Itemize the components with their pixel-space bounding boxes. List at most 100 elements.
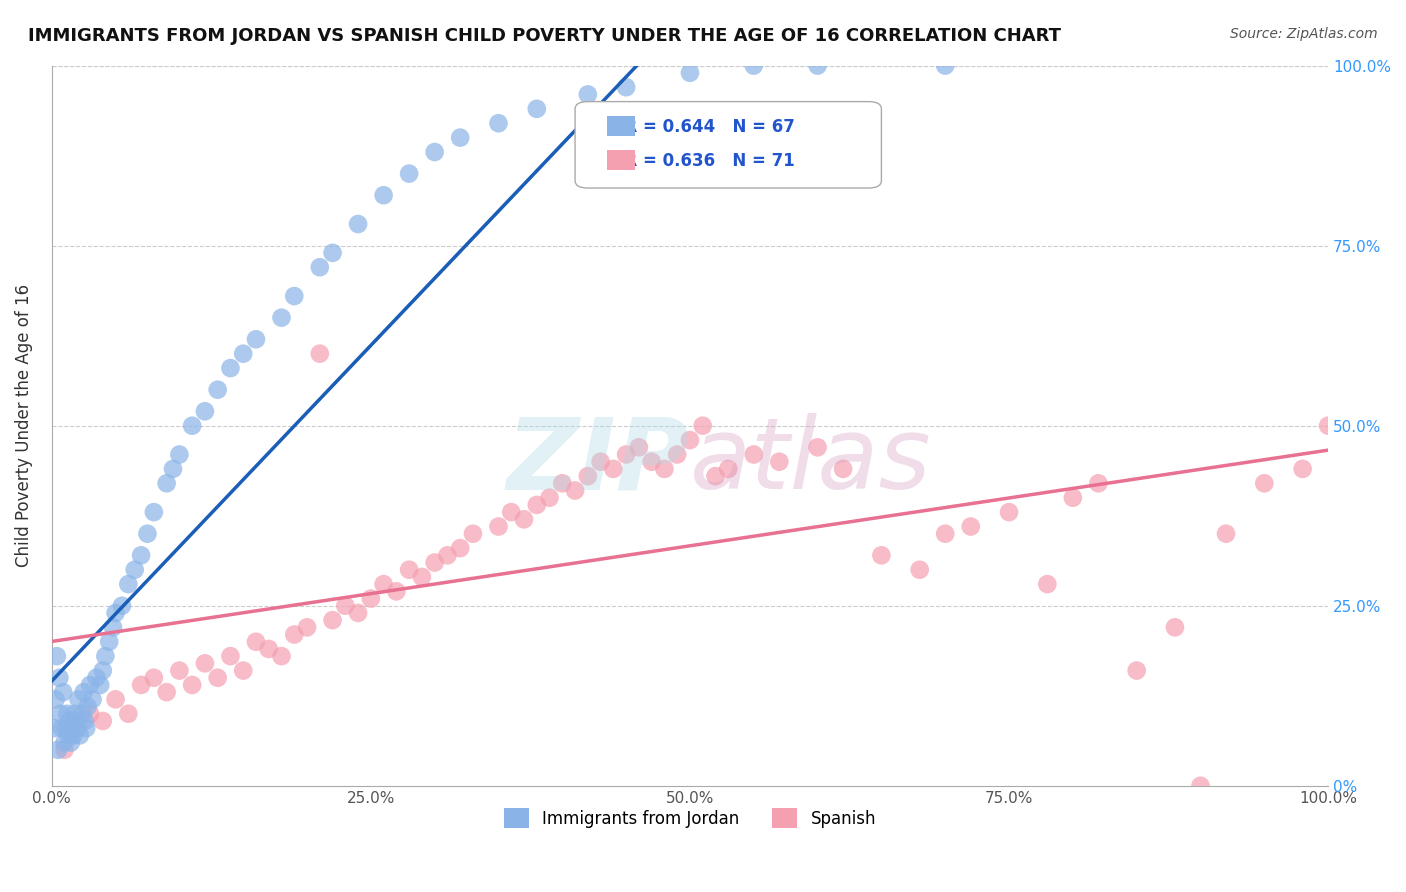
- Point: [576, 469, 599, 483]
- Point: [998, 505, 1021, 519]
- Point: [308, 260, 330, 275]
- Point: [461, 526, 484, 541]
- Point: [59, 714, 82, 728]
- Point: [270, 649, 292, 664]
- Point: [52, 685, 75, 699]
- Point: [373, 188, 395, 202]
- Point: [207, 383, 229, 397]
- Point: [169, 664, 191, 678]
- Point: [49, 706, 72, 721]
- Point: [1317, 418, 1340, 433]
- Point: [53, 743, 76, 757]
- Point: [232, 346, 254, 360]
- Point: [98, 634, 121, 648]
- Point: [91, 714, 114, 728]
- Point: [65, 714, 87, 728]
- Point: [1253, 476, 1275, 491]
- Point: [55, 721, 77, 735]
- Point: [104, 692, 127, 706]
- FancyBboxPatch shape: [607, 150, 636, 170]
- Point: [86, 671, 108, 685]
- Point: [398, 563, 420, 577]
- Point: [1164, 620, 1187, 634]
- Point: [423, 556, 446, 570]
- Point: [44, 721, 66, 735]
- Point: [76, 699, 98, 714]
- Point: [1036, 577, 1059, 591]
- Point: [513, 512, 536, 526]
- Point: [117, 577, 139, 591]
- Point: [679, 433, 702, 447]
- Point: [245, 332, 267, 346]
- Point: [67, 692, 90, 706]
- Point: [806, 440, 828, 454]
- Point: [62, 728, 84, 742]
- FancyBboxPatch shape: [607, 116, 636, 136]
- Y-axis label: Child Poverty Under the Age of 16: Child Poverty Under the Age of 16: [15, 285, 32, 567]
- Point: [449, 541, 471, 555]
- Point: [91, 664, 114, 678]
- Point: [142, 671, 165, 685]
- Point: [181, 418, 204, 433]
- Point: [53, 735, 76, 749]
- Point: [576, 87, 599, 102]
- Point: [654, 462, 676, 476]
- Text: Source: ZipAtlas.com: Source: ZipAtlas.com: [1230, 27, 1378, 41]
- Point: [934, 526, 956, 541]
- Point: [94, 649, 117, 664]
- Point: [69, 728, 91, 742]
- Point: [666, 448, 689, 462]
- Point: [232, 664, 254, 678]
- Point: [59, 735, 82, 749]
- Point: [124, 563, 146, 577]
- Point: [704, 469, 727, 483]
- Point: [51, 721, 73, 735]
- Point: [66, 721, 89, 735]
- Point: [194, 404, 217, 418]
- Point: [614, 448, 637, 462]
- Point: [398, 167, 420, 181]
- Point: [526, 498, 548, 512]
- Point: [347, 217, 370, 231]
- Point: [89, 678, 111, 692]
- Point: [156, 685, 179, 699]
- Point: [245, 634, 267, 648]
- Point: [1125, 664, 1147, 678]
- Point: [934, 59, 956, 73]
- Point: [870, 549, 893, 563]
- Point: [488, 519, 510, 533]
- Point: [73, 685, 96, 699]
- Point: [411, 570, 433, 584]
- Point: [501, 505, 523, 519]
- Point: [104, 606, 127, 620]
- Point: [295, 620, 318, 634]
- Text: atlas: atlas: [690, 413, 932, 510]
- Point: [322, 245, 344, 260]
- Point: [117, 706, 139, 721]
- Point: [564, 483, 586, 498]
- Point: [717, 462, 740, 476]
- Point: [142, 505, 165, 519]
- Point: [72, 706, 94, 721]
- Point: [551, 476, 574, 491]
- Point: [194, 657, 217, 671]
- Point: [169, 448, 191, 462]
- Point: [219, 649, 242, 664]
- Point: [46, 743, 69, 757]
- Point: [959, 519, 981, 533]
- Point: [832, 462, 855, 476]
- Point: [60, 721, 83, 735]
- Point: [322, 613, 344, 627]
- Text: IMMIGRANTS FROM JORDAN VS SPANISH CHILD POVERTY UNDER THE AGE OF 16 CORRELATION : IMMIGRANTS FROM JORDAN VS SPANISH CHILD …: [28, 27, 1062, 45]
- Point: [270, 310, 292, 325]
- Point: [640, 455, 662, 469]
- Point: [156, 476, 179, 491]
- Point: [692, 418, 714, 433]
- Point: [806, 59, 828, 73]
- Point: [627, 440, 650, 454]
- Point: [129, 678, 152, 692]
- Point: [219, 361, 242, 376]
- Point: [1291, 462, 1313, 476]
- Point: [48, 671, 70, 685]
- Point: [283, 627, 305, 641]
